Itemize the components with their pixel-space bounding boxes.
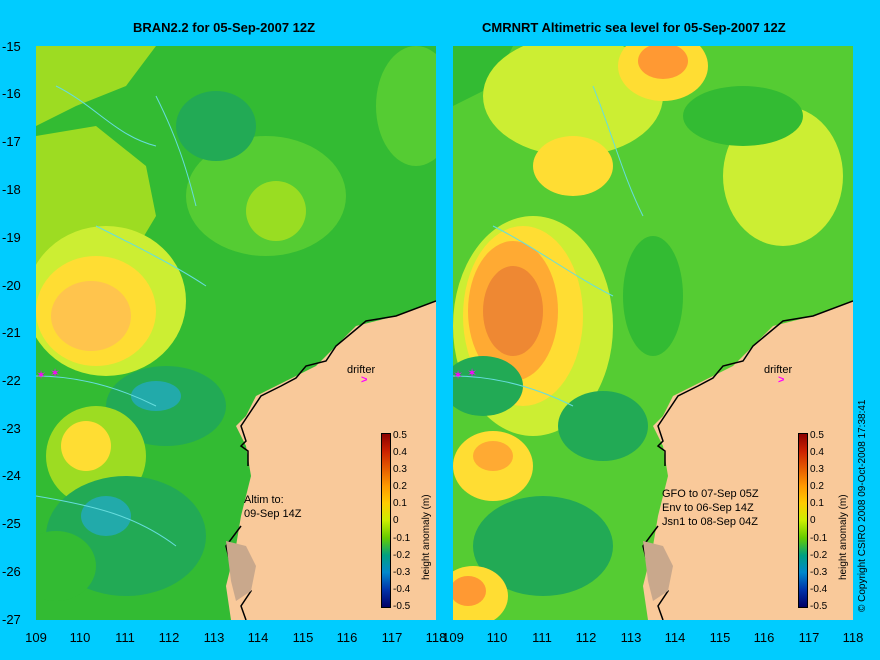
left-drifter-track-icon: ✶ (50, 366, 61, 380)
right-panel-title: CMRNRT Altimetric sea level for 05-Sep-2… (482, 20, 786, 35)
colorbar-tick: 0.2 (810, 481, 824, 492)
lat-tick-label: -17 (2, 134, 21, 149)
colorbar-tick: 0.1 (393, 498, 407, 509)
colorbar-tick: -0.4 (810, 584, 828, 595)
lon-tick-label: 114 (664, 630, 686, 645)
colorbar-tick: 0.5 (393, 430, 407, 441)
colorbar-tick: -0.3 (393, 567, 411, 578)
left-panel-title: BRAN2.2 for 05-Sep-2007 12Z (133, 20, 316, 35)
copyright-text: © Copyright CSIRO 2008 09-Oct-2008 17:38… (857, 399, 868, 613)
lon-tick-label: 117 (381, 630, 403, 645)
right-colorbar (798, 433, 808, 608)
lon-tick-label: 118 (842, 630, 864, 645)
lat-tick-label: -21 (2, 325, 21, 340)
colorbar-tick: -0.5 (810, 601, 828, 612)
lat-tick-label: -26 (2, 564, 21, 579)
colorbar-tick: -0.1 (393, 533, 411, 544)
lon-tick-label: 117 (798, 630, 820, 645)
lat-tick-label: -22 (2, 373, 21, 388)
lat-tick-label: -15 (2, 39, 21, 54)
lon-tick-label: 110 (69, 630, 91, 645)
left-colorbar-label: height anomaly (m) (421, 494, 432, 580)
lat-tick-label: -19 (2, 230, 21, 245)
lon-tick-label: 111 (532, 630, 552, 645)
colorbar-tick: 0.4 (393, 447, 407, 458)
right-drifter-label: drifter (764, 364, 793, 376)
colorbar-tick: 0 (810, 515, 816, 526)
lat-tick-label: -16 (2, 86, 21, 101)
lon-tick-label: 116 (753, 630, 775, 645)
lat-tick-label: -25 (2, 516, 21, 531)
colorbar-tick: -0.4 (393, 584, 411, 595)
colorbar-tick: 0 (393, 515, 399, 526)
left-map-field (36, 46, 436, 620)
left-colorbar (381, 433, 391, 608)
right-drifter-track-icon: ✶ (467, 366, 478, 380)
colorbar-tick: 0.4 (810, 447, 824, 458)
left-annotation-line-1: Altim to: (244, 494, 284, 506)
left-annotation-line-2: 09-Sep 14Z (244, 508, 302, 520)
lat-tick-label: -23 (2, 421, 21, 436)
lon-tick-label: 113 (620, 630, 642, 645)
colorbar-tick: -0.1 (810, 533, 828, 544)
right-annotation-line-2: Env to 06-Sep 14Z (662, 502, 754, 514)
colorbar-tick: -0.3 (810, 567, 828, 578)
lon-tick-label: 109 (442, 630, 464, 645)
left-drifter-track-icon: ✶ (36, 368, 47, 382)
lon-tick-label: 113 (203, 630, 225, 645)
lat-tick-label: -18 (2, 182, 21, 197)
lon-tick-label: 109 (25, 630, 47, 645)
left-drifter-marker: > (361, 374, 368, 386)
lon-tick-label: 112 (158, 630, 180, 645)
lon-tick-label: 114 (247, 630, 269, 645)
colorbar-tick: 0.2 (393, 481, 407, 492)
right-map-field (453, 46, 853, 620)
colorbar-tick: -0.2 (810, 550, 828, 561)
colorbar-tick: -0.2 (393, 550, 411, 561)
left-map[interactable]: ✶ ✶ (36, 46, 436, 620)
left-drifter-label: drifter (347, 364, 376, 376)
lon-tick-label: 116 (336, 630, 358, 645)
right-annotation-line-3: Jsn1 to 08-Sep 04Z (662, 516, 759, 528)
lon-tick-label: 115 (709, 630, 731, 645)
colorbar-tick: 0.3 (810, 464, 824, 475)
right-drifter-track-icon: ✶ (453, 368, 464, 382)
right-annotation-line-1: GFO to 07-Sep 05Z (662, 488, 759, 500)
lat-tick-label: -20 (2, 278, 21, 293)
colorbar-tick: 0.5 (810, 430, 824, 441)
colorbar-tick: 0.1 (810, 498, 824, 509)
lon-tick-label: 115 (292, 630, 314, 645)
lat-tick-label: -27 (2, 612, 21, 627)
lat-tick-label: -24 (2, 468, 21, 483)
right-colorbar-gradient (799, 434, 807, 607)
left-colorbar-gradient (382, 434, 390, 607)
lon-tick-label: 110 (486, 630, 508, 645)
right-drifter-marker: > (778, 374, 785, 386)
lon-tick-label: 111 (115, 630, 135, 645)
colorbar-tick: -0.5 (393, 601, 411, 612)
right-map[interactable]: ✶ ✶ (453, 46, 853, 620)
lon-tick-label: 112 (575, 630, 597, 645)
lon-tick-label: 118 (425, 630, 447, 645)
colorbar-tick: 0.3 (393, 464, 407, 475)
right-colorbar-label: height anomaly (m) (838, 494, 849, 580)
